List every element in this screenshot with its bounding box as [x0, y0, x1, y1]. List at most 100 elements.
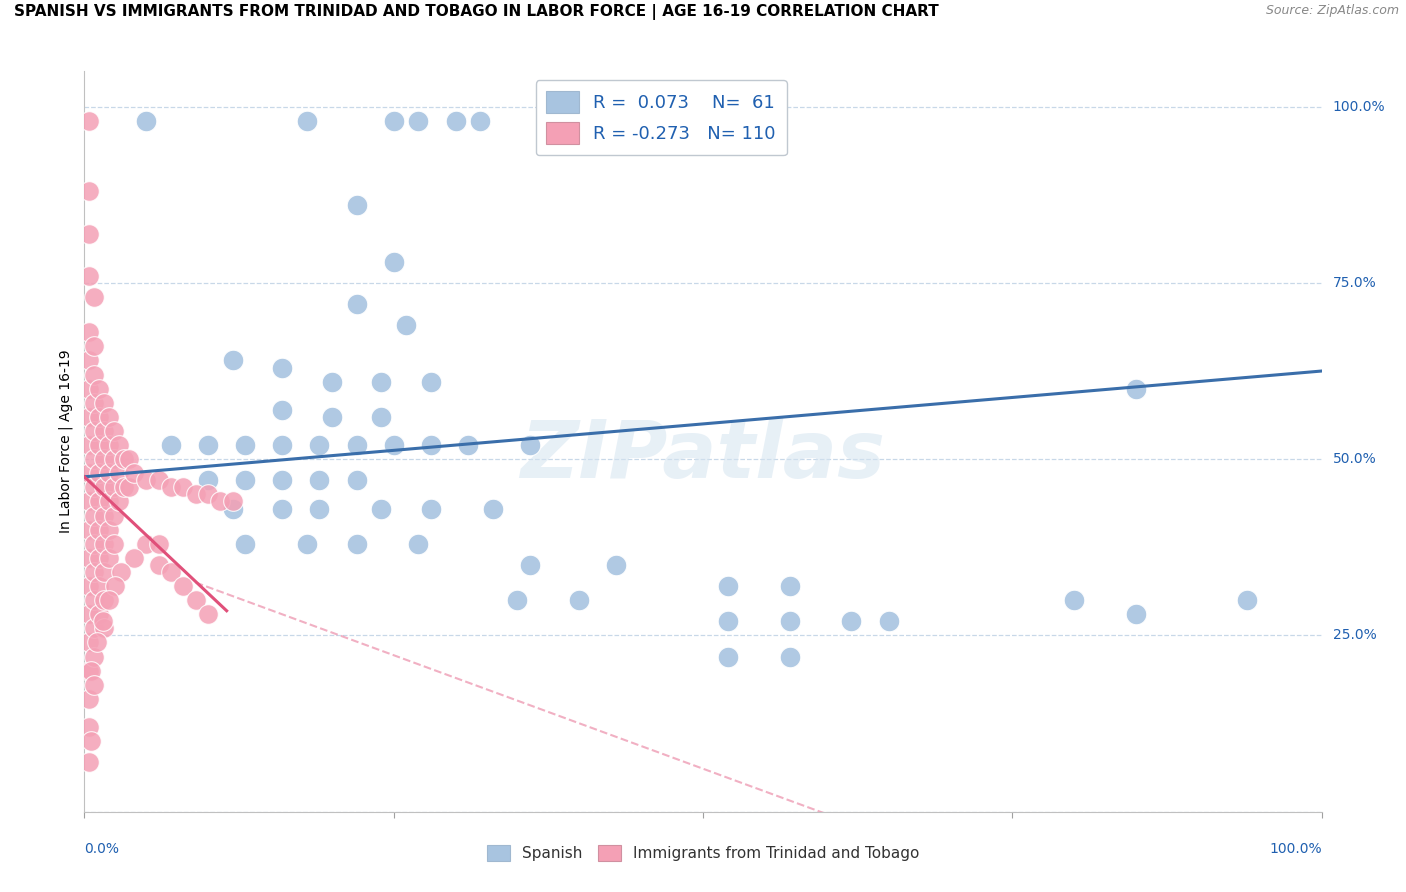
Point [419, 438, 441, 452]
Point [110, 565, 132, 579]
Point [382, 113, 405, 128]
Point [308, 473, 330, 487]
Point [160, 438, 183, 452]
Point [222, 494, 245, 508]
Point [184, 593, 207, 607]
Text: 75.0%: 75.0% [1333, 276, 1376, 290]
Point [308, 501, 330, 516]
Point [271, 402, 294, 417]
Point [93, 593, 115, 607]
Point [93, 396, 115, 410]
Point [346, 537, 368, 551]
Point [93, 537, 115, 551]
Point [419, 375, 441, 389]
Point [103, 424, 125, 438]
Point [118, 480, 141, 494]
Point [717, 579, 740, 593]
Point [79, 550, 101, 565]
Point [83, 565, 105, 579]
Point [346, 438, 368, 452]
Point [103, 508, 125, 523]
Point [519, 438, 541, 452]
Point [395, 318, 418, 333]
Point [79, 184, 101, 198]
Point [93, 621, 115, 635]
Point [103, 480, 125, 494]
Point [717, 615, 740, 629]
Point [86, 635, 108, 649]
Point [104, 579, 127, 593]
Text: 25.0%: 25.0% [1333, 629, 1376, 642]
Point [89, 607, 111, 622]
Point [112, 452, 135, 467]
Point [83, 290, 105, 304]
Point [197, 473, 219, 487]
Point [172, 579, 194, 593]
Point [295, 113, 318, 128]
Point [79, 607, 101, 622]
Point [108, 467, 131, 481]
Point [135, 473, 157, 487]
Point [89, 467, 111, 481]
Point [79, 523, 101, 537]
Point [89, 438, 111, 452]
Point [79, 664, 101, 678]
Point [271, 473, 294, 487]
Point [841, 615, 863, 629]
Point [779, 649, 801, 664]
Point [346, 198, 368, 212]
Point [98, 494, 121, 508]
Point [79, 113, 101, 128]
Point [79, 494, 101, 508]
Point [233, 473, 256, 487]
Text: ZIPatlas: ZIPatlas [520, 417, 886, 495]
Point [89, 494, 111, 508]
Point [83, 678, 105, 692]
Point [346, 297, 368, 311]
Point [103, 537, 125, 551]
Text: 100.0%: 100.0% [1270, 842, 1322, 856]
Point [148, 558, 170, 572]
Point [79, 382, 101, 396]
Point [83, 621, 105, 635]
Point [271, 501, 294, 516]
Point [108, 438, 131, 452]
Point [93, 508, 115, 523]
Point [83, 339, 105, 353]
Point [470, 113, 492, 128]
Point [93, 565, 115, 579]
Point [160, 480, 183, 494]
Point [93, 480, 115, 494]
Point [160, 565, 183, 579]
Point [83, 593, 105, 607]
Point [93, 424, 115, 438]
Point [408, 537, 430, 551]
Point [877, 615, 900, 629]
Text: SPANISH VS IMMIGRANTS FROM TRINIDAD AND TOBAGO IN LABOR FORCE | AGE 16-19 CORREL: SPANISH VS IMMIGRANTS FROM TRINIDAD AND … [14, 4, 939, 21]
Point [98, 523, 121, 537]
Point [321, 375, 343, 389]
Point [79, 664, 101, 678]
Point [233, 438, 256, 452]
Point [98, 467, 121, 481]
Point [519, 558, 541, 572]
Point [89, 550, 111, 565]
Point [382, 438, 405, 452]
Point [197, 438, 219, 452]
Text: 100.0%: 100.0% [1333, 100, 1385, 113]
Text: 0.0%: 0.0% [84, 842, 120, 856]
Point [79, 467, 101, 481]
Point [271, 360, 294, 375]
Point [1236, 593, 1258, 607]
Point [98, 593, 121, 607]
Point [184, 487, 207, 501]
Point [79, 268, 101, 283]
Point [148, 473, 170, 487]
Point [444, 113, 467, 128]
Point [112, 480, 135, 494]
Point [79, 692, 101, 706]
Point [321, 409, 343, 424]
Point [98, 409, 121, 424]
Point [717, 649, 740, 664]
Point [89, 382, 111, 396]
